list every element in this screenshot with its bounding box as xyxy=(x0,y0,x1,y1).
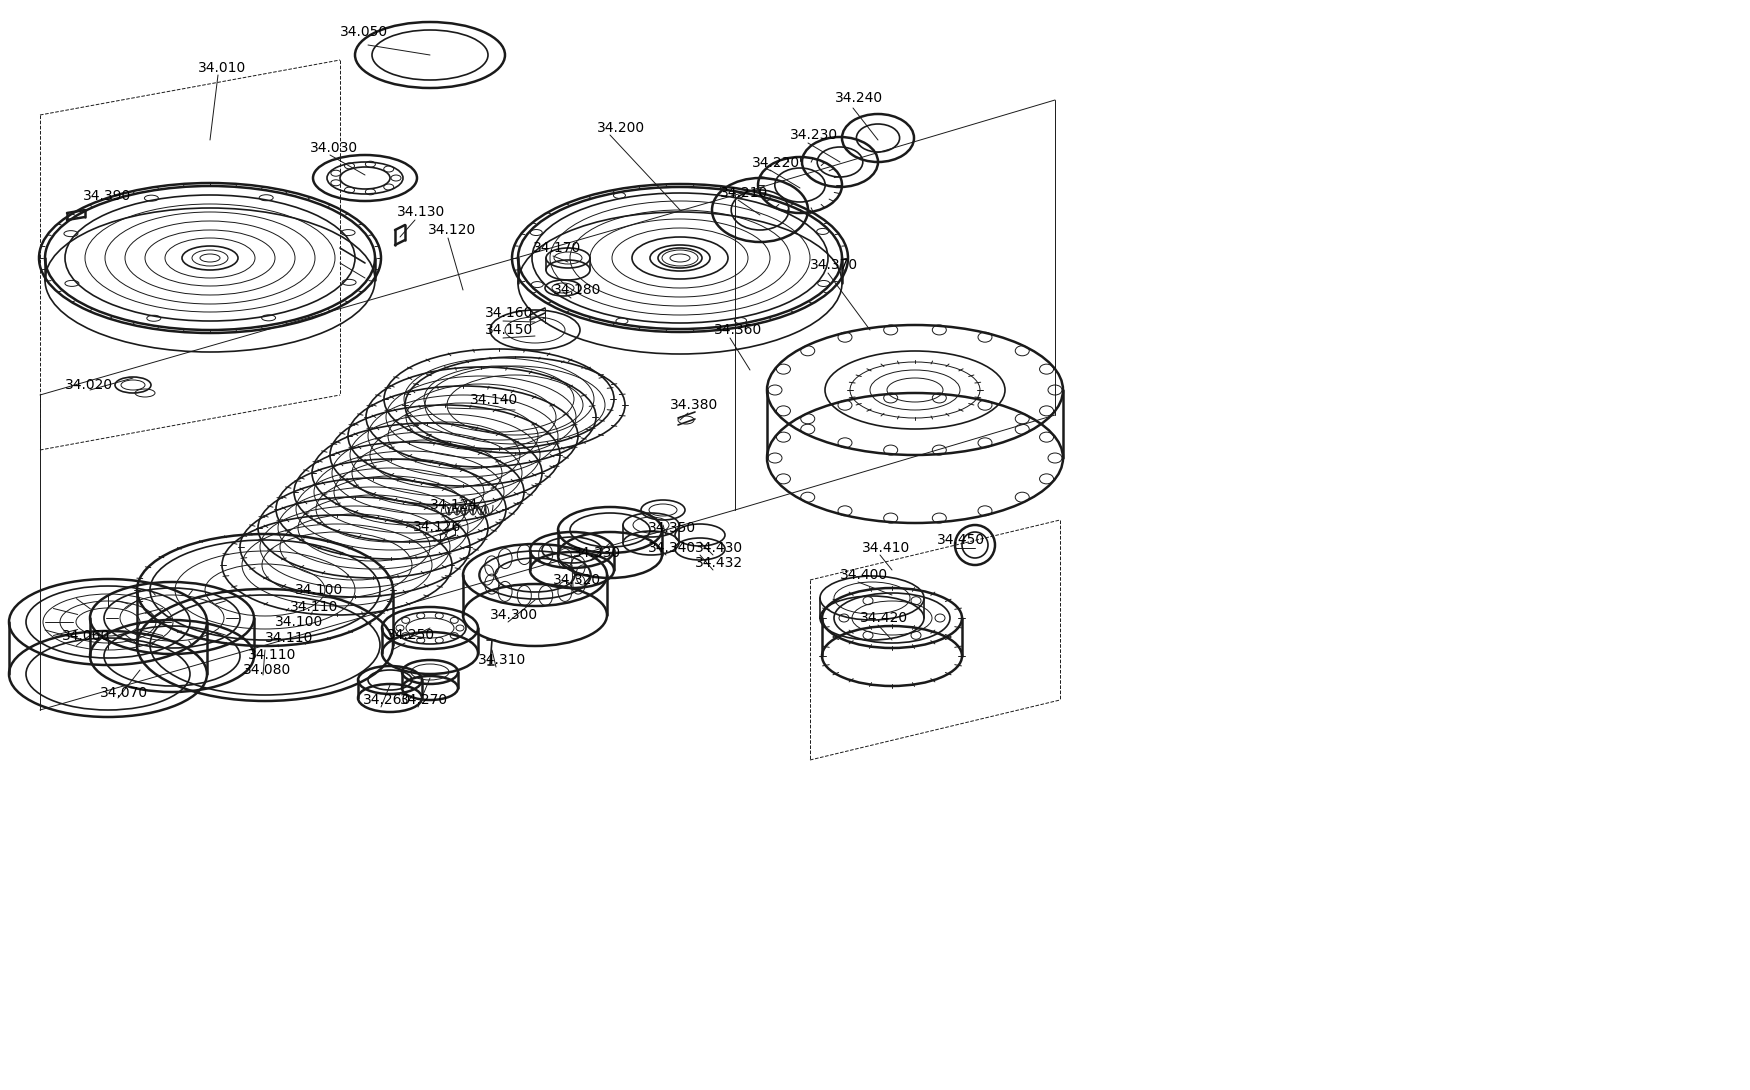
Text: 34.380: 34.380 xyxy=(670,398,718,412)
Text: 34.432: 34.432 xyxy=(695,556,744,570)
Text: 34.010: 34.010 xyxy=(198,61,247,75)
Text: 34.260: 34.260 xyxy=(362,693,411,707)
Text: 34.060: 34.060 xyxy=(61,629,110,643)
Text: 34.020: 34.020 xyxy=(65,378,114,392)
Text: 34.110: 34.110 xyxy=(248,647,296,662)
Text: 34.140: 34.140 xyxy=(471,393,518,407)
Text: 34.350: 34.350 xyxy=(648,521,696,535)
Text: 34.250: 34.250 xyxy=(387,628,436,642)
Text: 34.180: 34.180 xyxy=(553,283,602,296)
Text: 34.160: 34.160 xyxy=(485,306,534,320)
Text: 34.110: 34.110 xyxy=(290,600,338,614)
Text: 34.070: 34.070 xyxy=(100,686,149,700)
Text: 34.030: 34.030 xyxy=(310,141,359,155)
Text: 34.330: 34.330 xyxy=(572,546,621,560)
Text: 34.220: 34.220 xyxy=(752,156,800,170)
Text: 34.320: 34.320 xyxy=(553,573,602,588)
Text: 34.126: 34.126 xyxy=(413,520,462,534)
Text: 34.270: 34.270 xyxy=(401,693,448,707)
Text: 34.310: 34.310 xyxy=(478,653,527,667)
Text: 34.430: 34.430 xyxy=(695,541,744,555)
Text: 34.050: 34.050 xyxy=(340,25,388,39)
Text: 34.130: 34.130 xyxy=(397,205,444,219)
Text: 34.100: 34.100 xyxy=(296,583,343,597)
Text: 34.360: 34.360 xyxy=(714,323,763,337)
Text: 34.240: 34.240 xyxy=(835,90,884,105)
Text: 34.100: 34.100 xyxy=(275,615,324,629)
Text: 34.210: 34.210 xyxy=(719,186,768,199)
Text: 34.410: 34.410 xyxy=(863,541,910,555)
Text: 34.390: 34.390 xyxy=(82,189,131,203)
Text: 34.450: 34.450 xyxy=(936,533,985,547)
Text: 34.400: 34.400 xyxy=(840,568,889,582)
Text: 34.200: 34.200 xyxy=(597,121,646,135)
Text: 34.340: 34.340 xyxy=(648,541,696,555)
Text: 34.110: 34.110 xyxy=(264,631,313,645)
Text: 34.120: 34.120 xyxy=(429,223,476,237)
Text: 34.080: 34.080 xyxy=(243,663,290,677)
Text: 34.150: 34.150 xyxy=(485,323,534,337)
Text: 34.300: 34.300 xyxy=(490,608,539,622)
Text: 34.170: 34.170 xyxy=(534,241,581,255)
Text: 34.230: 34.230 xyxy=(789,128,838,142)
Text: 34.370: 34.370 xyxy=(810,258,858,272)
Text: 34.124: 34.124 xyxy=(430,498,478,512)
Text: 34.420: 34.420 xyxy=(859,611,908,625)
